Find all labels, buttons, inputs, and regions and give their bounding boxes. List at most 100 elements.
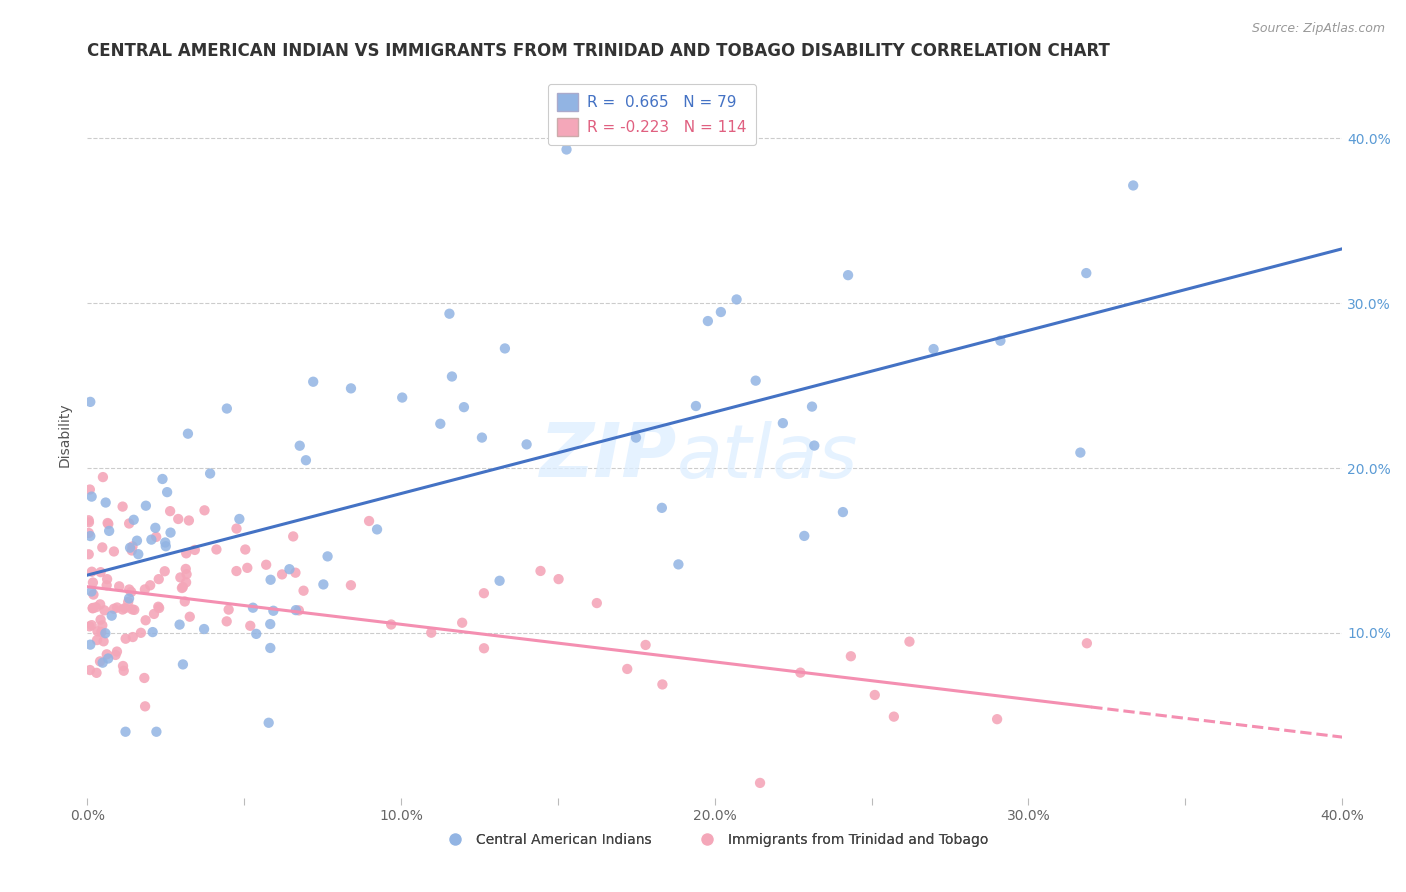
Point [472, 586, 495, 600]
Point [159, 504, 181, 518]
Point [239, 619, 262, 633]
Point [142, 625, 165, 640]
Point [104, 648, 127, 662]
Point [145, 724, 167, 739]
Point [837, 268, 859, 282]
Point [94, 626, 117, 640]
Point [529, 564, 551, 578]
Point [82, 601, 104, 615]
Point [172, 657, 194, 672]
Point [141, 533, 163, 547]
Point [259, 573, 281, 587]
Point [254, 558, 277, 572]
Point [77, 525, 100, 540]
Point [159, 525, 181, 540]
Point [494, 342, 516, 356]
Point [225, 564, 247, 578]
Point [127, 547, 149, 561]
Point [555, 143, 578, 157]
Point [152, 472, 174, 486]
Point [174, 562, 197, 576]
Point [129, 625, 152, 640]
Point [120, 585, 142, 599]
Point [91, 541, 114, 555]
Point [169, 617, 191, 632]
Point [90, 625, 112, 640]
Point [93, 634, 115, 648]
Point [114, 601, 136, 615]
Point [79, 638, 101, 652]
Point [172, 580, 194, 594]
Point [922, 342, 945, 356]
Point [98, 524, 121, 538]
Point [302, 375, 325, 389]
Point [156, 485, 179, 500]
Point [96, 648, 118, 662]
Point [84, 600, 107, 615]
Point [80, 584, 103, 599]
Point [112, 664, 135, 678]
Point [94, 495, 117, 509]
Point [105, 600, 128, 615]
Text: Source: ZipAtlas.com: Source: ZipAtlas.com [1251, 22, 1385, 36]
Point [121, 543, 143, 558]
Y-axis label: Disability: Disability [58, 403, 72, 467]
Point [103, 544, 125, 558]
Point [86, 665, 108, 680]
Point [316, 549, 339, 564]
Point [616, 662, 638, 676]
Point [122, 603, 145, 617]
Point [134, 582, 156, 597]
Text: ZIP: ZIP [540, 420, 678, 493]
Point [340, 381, 363, 395]
Point [288, 439, 311, 453]
Point [120, 541, 142, 555]
Point [135, 613, 157, 627]
Point [155, 539, 177, 553]
Point [77, 516, 100, 530]
Point [990, 334, 1012, 348]
Point [86, 624, 108, 639]
Point [429, 417, 451, 431]
Point [117, 595, 139, 609]
Point [278, 562, 301, 576]
Point [898, 634, 921, 648]
Point [288, 603, 311, 617]
Point [624, 431, 647, 445]
Point [883, 709, 905, 723]
Point [803, 439, 825, 453]
Point [148, 601, 170, 615]
Point [685, 399, 707, 413]
Point [79, 483, 101, 497]
Point [91, 470, 114, 484]
Point [236, 561, 259, 575]
Point [97, 516, 120, 531]
Point [96, 578, 118, 592]
Point [488, 574, 510, 588]
Point [111, 602, 134, 616]
Point [547, 572, 569, 586]
Point [215, 401, 238, 416]
Point [145, 530, 167, 544]
Point [292, 583, 315, 598]
Point [380, 617, 402, 632]
Point [121, 630, 143, 644]
Point [121, 602, 143, 616]
Point [80, 490, 103, 504]
Point [90, 565, 112, 579]
Point [340, 578, 363, 592]
Point [170, 581, 193, 595]
Point [420, 625, 443, 640]
Point [793, 529, 815, 543]
Point [366, 523, 388, 537]
Point [233, 542, 256, 557]
Point [215, 615, 238, 629]
Point [111, 659, 134, 673]
Point [651, 677, 673, 691]
Point [79, 529, 101, 543]
Legend: Central American Indians, Immigrants from Trinidad and Tobago: Central American Indians, Immigrants fro… [436, 827, 994, 853]
Point [82, 588, 104, 602]
Point [108, 579, 131, 593]
Point [832, 505, 855, 519]
Point [245, 627, 267, 641]
